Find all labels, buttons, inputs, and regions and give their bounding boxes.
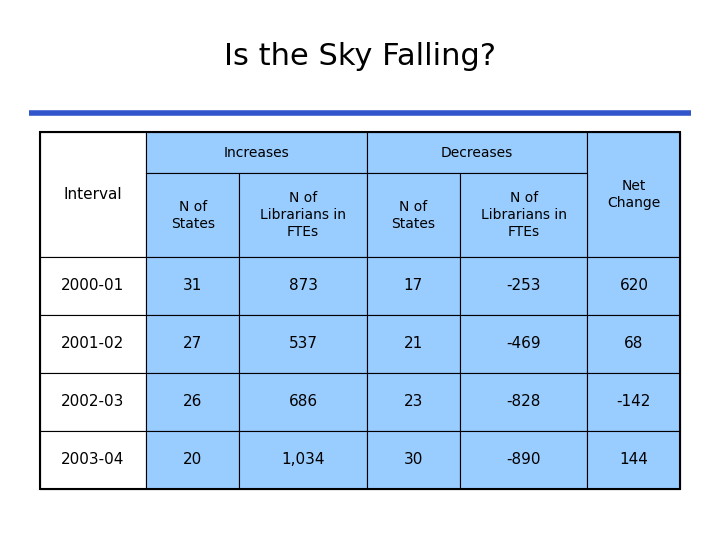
Text: -253: -253 — [506, 279, 541, 294]
Text: 537: 537 — [289, 336, 318, 352]
Bar — [146, 173, 240, 257]
Text: Increases: Increases — [224, 146, 289, 160]
Bar — [146, 373, 240, 431]
Text: 1,034: 1,034 — [282, 452, 325, 467]
Bar — [40, 373, 146, 431]
Text: N of
States: N of States — [392, 199, 436, 231]
Text: 30: 30 — [404, 452, 423, 467]
Bar — [588, 132, 680, 257]
Bar — [146, 132, 367, 173]
Text: N of
Librarians in
FTEs: N of Librarians in FTEs — [260, 191, 346, 239]
Text: Interval: Interval — [63, 187, 122, 202]
Bar — [588, 431, 680, 489]
Text: 2000-01: 2000-01 — [61, 279, 125, 294]
Text: 68: 68 — [624, 336, 644, 352]
Text: -828: -828 — [506, 394, 541, 409]
Text: 620: 620 — [619, 279, 649, 294]
Bar — [40, 257, 146, 315]
Text: 20: 20 — [184, 452, 202, 467]
Text: Is the Sky Falling?: Is the Sky Falling? — [224, 42, 496, 71]
Bar — [460, 431, 588, 489]
Bar — [367, 373, 460, 431]
Text: 2002-03: 2002-03 — [61, 394, 125, 409]
Bar — [146, 257, 240, 315]
Bar — [146, 315, 240, 373]
Text: N of
States: N of States — [171, 199, 215, 231]
Bar — [240, 373, 367, 431]
Bar — [460, 373, 588, 431]
Text: Decreases: Decreases — [441, 146, 513, 160]
Text: 27: 27 — [184, 336, 202, 352]
Bar — [40, 132, 680, 489]
Text: 31: 31 — [183, 279, 202, 294]
Text: 686: 686 — [289, 394, 318, 409]
Bar — [367, 257, 460, 315]
Bar — [588, 257, 680, 315]
Text: -469: -469 — [506, 336, 541, 352]
Text: 2001-02: 2001-02 — [61, 336, 125, 352]
Bar — [367, 173, 460, 257]
Bar — [367, 315, 460, 373]
Bar — [240, 257, 367, 315]
Text: 23: 23 — [404, 394, 423, 409]
Text: Net
Change: Net Change — [607, 179, 660, 210]
Text: N of
Librarians in
FTEs: N of Librarians in FTEs — [481, 191, 567, 239]
Bar — [367, 431, 460, 489]
Bar — [40, 315, 146, 373]
Bar — [588, 373, 680, 431]
Text: 21: 21 — [404, 336, 423, 352]
Bar — [588, 315, 680, 373]
Text: -142: -142 — [617, 394, 651, 409]
Bar — [40, 132, 146, 257]
Bar — [460, 173, 588, 257]
Bar — [460, 315, 588, 373]
Text: 873: 873 — [289, 279, 318, 294]
Bar — [240, 315, 367, 373]
Text: 144: 144 — [619, 452, 648, 467]
Text: -890: -890 — [506, 452, 541, 467]
Text: 2003-04: 2003-04 — [61, 452, 125, 467]
Bar — [240, 173, 367, 257]
Bar — [40, 431, 146, 489]
Bar — [240, 431, 367, 489]
Bar — [146, 431, 240, 489]
Text: 26: 26 — [183, 394, 202, 409]
Bar — [367, 132, 588, 173]
Bar — [460, 257, 588, 315]
Text: 17: 17 — [404, 279, 423, 294]
